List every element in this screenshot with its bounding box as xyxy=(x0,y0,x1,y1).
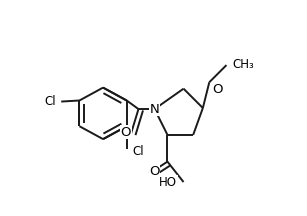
Text: HO: HO xyxy=(159,176,177,189)
Text: CH₃: CH₃ xyxy=(232,57,254,70)
Text: O: O xyxy=(149,165,160,178)
Text: Cl: Cl xyxy=(132,146,144,159)
Text: O: O xyxy=(212,83,222,96)
Text: O: O xyxy=(120,125,131,138)
Text: Cl: Cl xyxy=(44,95,56,108)
Text: N: N xyxy=(150,103,159,116)
